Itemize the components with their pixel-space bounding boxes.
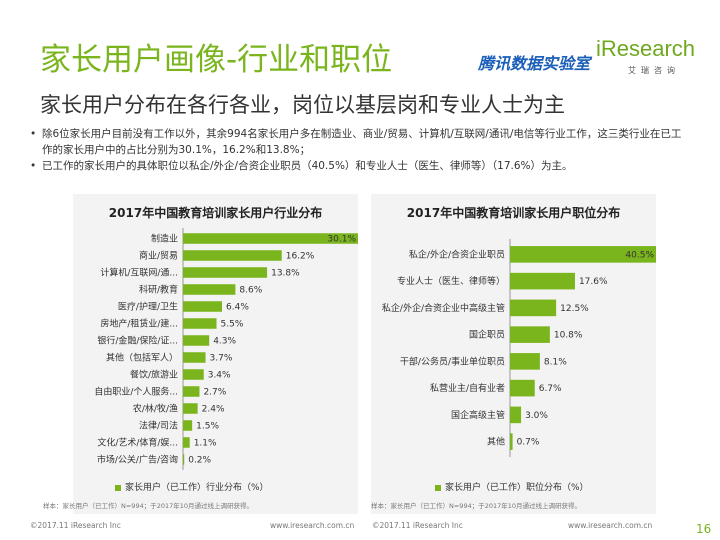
category-label: 专业人士（医生、律师等） (397, 275, 505, 287)
category-label: 干部/公务员/事业单位职员 (400, 355, 505, 367)
value-label: 1.1% (194, 439, 217, 449)
position-chart-panel: 2017年中国教育培训家长用户职位分布 私企/外企/合资企业职员 40.5% 专业人… (371, 194, 656, 514)
category-label: 银行/金融/保险/证... (97, 335, 178, 347)
category-label: 医疗/护理/卫生 (118, 301, 178, 313)
value-label: 40.5% (625, 250, 654, 260)
bar (183, 318, 217, 329)
value-label: 16.2% (286, 252, 315, 262)
bar (510, 406, 522, 424)
position-chart-title: 2017年中国教育培训家长用户职位分布 (406, 206, 621, 220)
page-subtitle: 家长用户分布在各行各业，岗位以基层岗和专业人士为主 (40, 93, 565, 117)
position-sample-note: 样本：家长用户（已工作）N=994；于2017年10月通过线上调研获得。 (371, 502, 582, 510)
bar (183, 386, 200, 397)
position-legend-label: 家长用户（已工作）职位分布（%） (445, 483, 589, 493)
category-label: 餐饮/旅游业 (130, 369, 178, 381)
value-label: 2.7% (203, 388, 226, 398)
category-label: 房地产/租赁业/建... (100, 318, 178, 330)
category-label: 商业/贸易 (139, 250, 178, 262)
bar (183, 420, 193, 431)
bar (183, 454, 185, 465)
value-label: 3.4% (208, 371, 231, 381)
bullet-list: 除6位家长用户目前没有工作以外，其余994名家长用户多在制造业、商业/贸易、计算… (30, 126, 690, 174)
bar (510, 379, 535, 397)
category-label: 其他（包括军人） (106, 352, 178, 364)
bar (183, 284, 236, 295)
bar (183, 301, 222, 312)
category-label: 私企/外企/合资企业中高级主管 (382, 302, 505, 314)
footer-url-right: www.iresearch.com.cn (568, 521, 653, 530)
category-label: 农/林/牧/渔 (133, 403, 178, 415)
industry-chart-panel: 2017年中国教育培训家长用户行业分布 制造业 30.1% 商业/贸易 16.2% 计算… (43, 194, 358, 514)
category-label: 文化/艺术/体育/娱... (97, 437, 178, 449)
value-label: 6.7% (539, 384, 562, 394)
value-label: 13.8% (271, 269, 300, 279)
page-number: 16 (696, 522, 712, 536)
bar (183, 369, 204, 380)
category-label: 自由职业/个人服务... (94, 386, 178, 398)
industry-chart-title: 2017年中国教育培训家长用户行业分布 (108, 206, 323, 220)
iresearch-logo-subtitle: 艾瑞咨询 (628, 66, 680, 75)
bar (510, 272, 575, 290)
bar (510, 326, 550, 343)
bar (183, 335, 210, 346)
value-label: 1.5% (196, 422, 219, 432)
value-label: 8.6% (239, 286, 262, 296)
category-label: 市场/公关/广告/咨询 (97, 454, 178, 466)
bullet-item: 除6位家长用户目前没有工作以外，其余994名家长用户多在制造业、商业/贸易、计算… (30, 126, 690, 158)
value-label: 3.0% (525, 411, 548, 421)
bar (183, 233, 358, 244)
value-label: 6.4% (226, 303, 249, 313)
legend-swatch (435, 484, 441, 491)
category-label: 科研/教育 (139, 284, 178, 296)
category-label: 制造业 (151, 233, 178, 245)
position-bar-chart: 私企/外企/合资企业职员 40.5% 专业人士（医生、律师等） 17.6% 私企/外企/… (382, 239, 656, 457)
industry-bar-chart: 制造业 30.1% 商业/贸易 16.2% 计算机/互联网/通... 13.8% 科研/教育… (94, 228, 358, 470)
value-label: 30.1% (327, 235, 356, 245)
value-label: 10.8% (554, 331, 583, 341)
bar (183, 267, 268, 278)
footer-copyright-right: ©2017.11 iResearch Inc (372, 521, 463, 530)
category-label: 私企/外企/合资企业职员 (409, 248, 505, 260)
iresearch-logo: iResearch (596, 36, 696, 61)
bar (183, 403, 198, 414)
value-label: 3.7% (210, 354, 233, 364)
bar (510, 433, 513, 450)
category-label: 国企职员 (469, 329, 505, 341)
value-label: 2.4% (202, 405, 225, 415)
bar (510, 299, 557, 317)
industry-legend-label: 家长用户（已工作）行业分布（%） (125, 483, 269, 493)
position-legend: 家长用户（已工作）职位分布（%） (435, 480, 589, 493)
industry-legend: 家长用户（已工作）行业分布（%） (115, 480, 269, 493)
industry-sample-note: 样本：家长用户（已工作）N=994；于2017年10月通过线上调研获得。 (43, 502, 254, 510)
category-label: 计算机/互联网/通... (100, 267, 178, 279)
bar (183, 437, 190, 448)
value-label: 0.7% (517, 438, 540, 448)
value-label: 4.3% (213, 337, 236, 347)
category-label: 国企高级主管 (451, 409, 505, 421)
bullet-item: 已工作的家长用户的具体职位以私企/外企/合资企业职员（40.5%）和专业人士（医… (30, 158, 690, 174)
bar (183, 250, 282, 261)
category-label: 法律/司法 (139, 420, 178, 432)
value-label: 0.2% (188, 456, 211, 466)
footer-copyright-left: ©2017.11 iResearch Inc (30, 521, 121, 530)
bar (510, 246, 656, 263)
value-label: 5.5% (221, 320, 244, 330)
category-label: 其他 (487, 436, 505, 448)
tencent-data-lab-logo: 腾讯数据实验室 (478, 54, 591, 73)
legend-swatch (115, 484, 121, 491)
value-label: 12.5% (560, 304, 589, 314)
footer-url-left: www.iresearch.com.cn (270, 521, 355, 530)
bar (183, 352, 206, 363)
value-label: 17.6% (579, 277, 608, 287)
value-label: 8.1% (544, 357, 567, 367)
page-title: 家长用户画像-行业和职位 (40, 42, 393, 78)
bar (510, 353, 540, 370)
category-label: 私营业主/自有业者 (430, 382, 505, 394)
